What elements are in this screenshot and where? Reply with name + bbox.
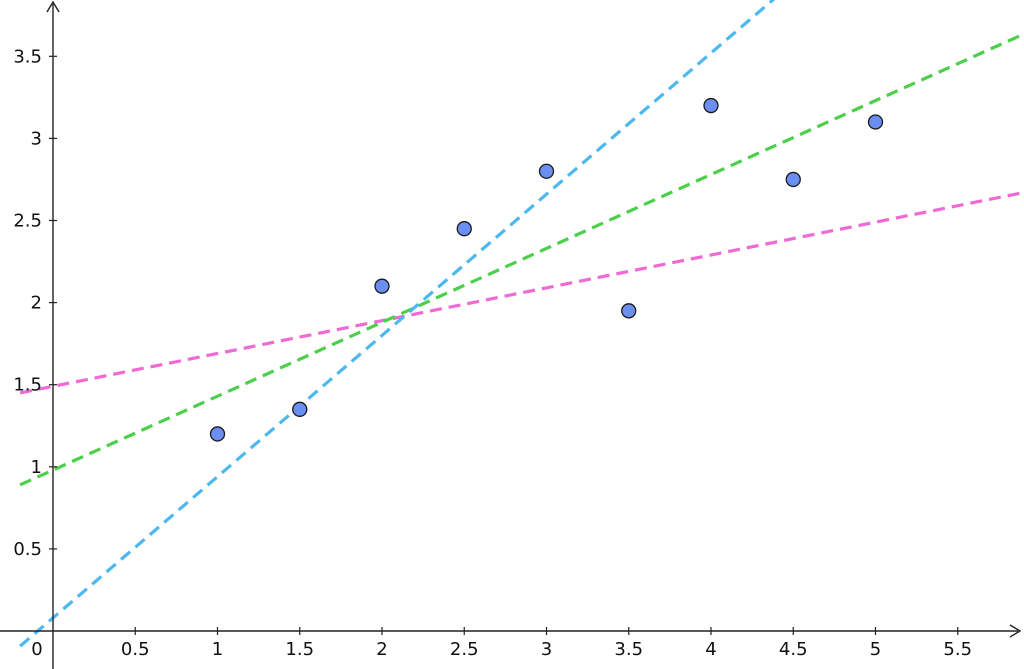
data-point bbox=[867, 114, 884, 130]
x-tick-label: 3.5 bbox=[614, 639, 643, 660]
y-tick-label: 3 bbox=[31, 128, 42, 149]
y-tick-label: 0.5 bbox=[13, 539, 42, 560]
x-tick-label: 2.5 bbox=[450, 639, 479, 660]
x-tick-label: 5.5 bbox=[943, 639, 972, 660]
x-tick-label: 2 bbox=[376, 639, 387, 660]
data-point bbox=[785, 171, 801, 188]
x-tick-label: 0.5 bbox=[121, 639, 150, 660]
tick-labels: 0.5 1 1.5 2 2.5 3 3.5 4 4.5 5 5.5 0.5 1 1.5 2 2.5 3 3.5 0 bbox=[13, 46, 972, 660]
data-point bbox=[456, 221, 472, 237]
trend-line-3 bbox=[19, 0, 776, 648]
regression-lines bbox=[19, 0, 1024, 648]
origin-label: 0 bbox=[31, 639, 42, 660]
x-tick-label: 3 bbox=[541, 639, 552, 660]
data-point bbox=[538, 163, 555, 179]
y-tick-label: 3.5 bbox=[13, 46, 42, 67]
x-tick-label: 1.5 bbox=[285, 639, 314, 660]
y-tick-label: 2.5 bbox=[13, 211, 42, 232]
x-axis-arrow bbox=[1009, 624, 1022, 638]
data-points bbox=[209, 97, 884, 442]
y-tick-label: 2 bbox=[31, 293, 42, 314]
x-tick-label: 4.5 bbox=[779, 639, 808, 660]
data-point bbox=[621, 303, 637, 319]
y-tick-label: 1.5 bbox=[13, 375, 42, 396]
trend-line-1 bbox=[19, 191, 1024, 395]
x-tick-label: 5 bbox=[870, 639, 881, 660]
data-point bbox=[703, 97, 719, 114]
trend-line-2 bbox=[19, 32, 1024, 487]
data-point bbox=[209, 426, 226, 442]
x-tick-label: 1 bbox=[212, 639, 223, 660]
x-tick-label: 4 bbox=[705, 639, 716, 660]
data-point bbox=[292, 401, 308, 417]
y-tick-label: 1 bbox=[31, 457, 42, 478]
data-point bbox=[374, 278, 390, 294]
y-axis-arrow bbox=[46, 0, 60, 13]
